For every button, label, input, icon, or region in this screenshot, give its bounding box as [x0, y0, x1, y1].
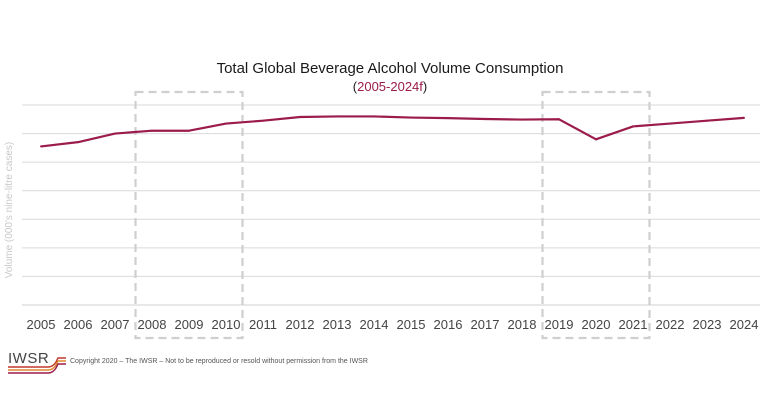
chart-subtitle: (2005-2024f): [353, 79, 427, 94]
data-point-2013: [336, 115, 338, 118]
data-point-2018: [521, 118, 523, 121]
x-tick-label-2021: 2021: [619, 317, 648, 332]
x-tick-label-2009: 2009: [175, 317, 204, 332]
data-point-2015: [410, 116, 412, 119]
data-point-2011: [262, 119, 264, 122]
x-tick-label-2010: 2010: [212, 317, 241, 332]
x-tick-label-2024: 2024: [730, 317, 759, 332]
copyright-notice: Copyright 2020 – The IWSR – Not to be re…: [70, 358, 368, 365]
x-tick-label-2020: 2020: [582, 317, 611, 332]
data-point-2020: [595, 138, 597, 141]
x-tick-labels: 2005 2006 2007 2008 2009 2010 2011 2012 2013 2014…: [27, 317, 759, 332]
data-point-2009: [188, 129, 190, 132]
series-layer: [40, 115, 745, 148]
iwsr-logo: IWSR: [8, 350, 66, 374]
y-axis-label: Volume (000's nine-litre cases): [4, 142, 15, 278]
x-tick-label-2013: 2013: [323, 317, 352, 332]
highlight-box-2008-2010: [134, 90, 244, 340]
data-point-2019: [558, 118, 560, 121]
x-tick-label-2006: 2006: [64, 317, 93, 332]
x-tick-label-2022: 2022: [656, 317, 685, 332]
x-tick-label-2014: 2014: [360, 317, 389, 332]
highlight-boxes: [134, 90, 651, 340]
subtitle-open-paren: (: [353, 79, 358, 94]
data-point-2007: [114, 132, 116, 135]
x-tick-label-2007: 2007: [101, 317, 130, 332]
x-tick-label-2005: 2005: [27, 317, 56, 332]
data-point-2005: [40, 145, 42, 148]
data-point-2010: [225, 122, 227, 125]
series-line: [40, 115, 745, 148]
x-tick-label-2018: 2018: [508, 317, 537, 332]
x-tick-label-2011: 2011: [249, 317, 277, 332]
x-tick-label-2017: 2017: [471, 317, 500, 332]
x-tick-label-2012: 2012: [286, 317, 315, 332]
data-point-2016: [447, 117, 449, 120]
data-point-2008: [151, 129, 153, 132]
data-point-2017: [484, 118, 486, 120]
data-point-2014: [373, 115, 375, 118]
x-tick-label-2019: 2019: [545, 317, 574, 332]
data-point-2024: [743, 116, 745, 119]
data-point-2006: [77, 141, 79, 144]
logo-line-red: [8, 357, 66, 368]
chart-title: Total Global Beverage Alcohol Volume Con…: [217, 60, 564, 77]
data-point-2022: [669, 122, 671, 125]
data-point-2012: [299, 116, 301, 118]
logo-text: IWSR: [8, 350, 49, 367]
subtitle-range: 2005-2024f: [357, 79, 423, 94]
logo-line-orange: [8, 360, 66, 371]
x-tick-label-2008: 2008: [138, 317, 167, 332]
highlight-box-2019-2021: [541, 90, 651, 340]
gridlines: [22, 104, 760, 306]
x-tick-label-2015: 2015: [397, 317, 426, 332]
x-tick-label-2023: 2023: [693, 317, 722, 332]
logo-line-crimson: [8, 363, 66, 374]
x-tick-label-2016: 2016: [434, 317, 463, 332]
subtitle-close-paren: ): [423, 79, 427, 94]
data-point-2023: [706, 119, 708, 122]
data-point-2021: [632, 125, 634, 128]
